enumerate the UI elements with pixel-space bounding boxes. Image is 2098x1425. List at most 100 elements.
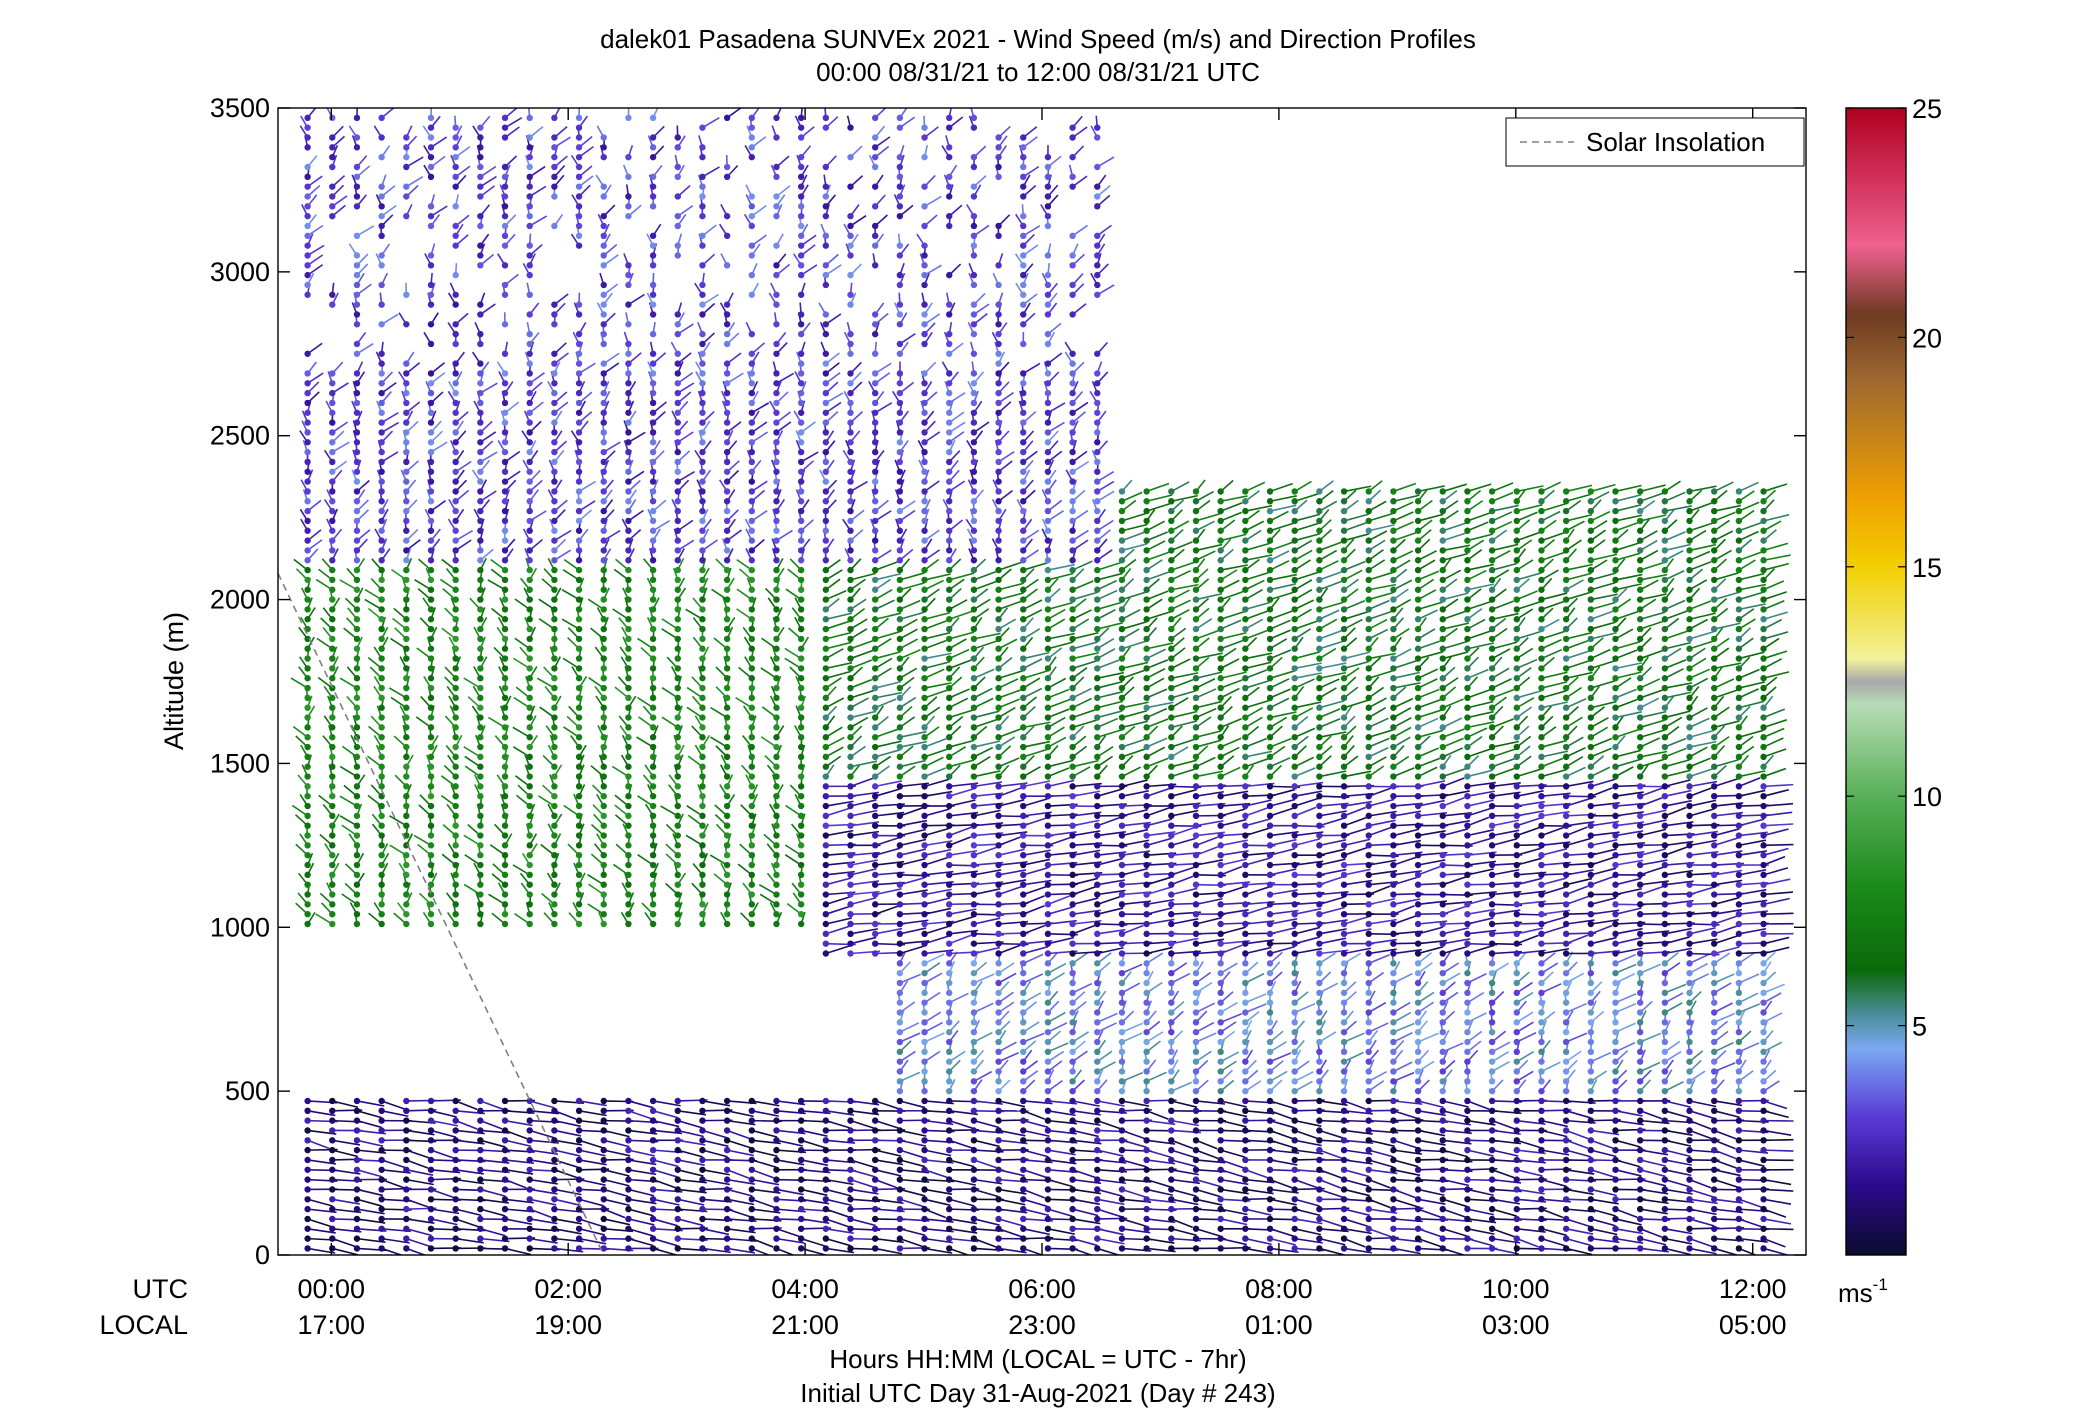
wind-barb-head xyxy=(625,1127,632,1134)
wind-barb-head xyxy=(600,1117,607,1124)
wind-barb-head xyxy=(403,1127,410,1134)
wind-barb-head xyxy=(452,222,459,230)
wind-barb-head xyxy=(871,448,879,456)
wind-barb-head xyxy=(526,144,533,151)
wind-barb-head xyxy=(871,1196,879,1203)
wind-barb-shaft xyxy=(290,677,309,689)
wind-barb-head xyxy=(822,753,830,761)
wind-barb-head xyxy=(526,802,533,810)
wind-barb-head xyxy=(329,822,336,829)
wind-barb-head xyxy=(329,566,336,574)
wind-barb-head xyxy=(822,625,830,633)
wind-barb-head xyxy=(773,350,780,357)
wind-barb-head xyxy=(649,832,657,839)
wind-barb-head xyxy=(526,271,533,279)
wind-barb-head xyxy=(403,360,410,367)
wind-barb-head xyxy=(501,793,509,800)
wind-barb-head xyxy=(822,851,830,859)
wind-barb-head xyxy=(896,1146,904,1154)
wind-barb-head xyxy=(797,635,805,643)
wind-barb-shaft xyxy=(899,740,927,748)
wind-barb-head xyxy=(427,114,435,122)
wind-barb-head xyxy=(501,881,509,888)
wind-barb-head xyxy=(427,822,435,829)
wind-barb-head xyxy=(822,311,830,318)
wind-barb-shaft xyxy=(554,1129,582,1137)
wind-barb-shaft xyxy=(924,756,944,768)
wind-barb-head xyxy=(773,1146,780,1154)
wind-barb-head xyxy=(526,212,533,220)
wind-barb-head xyxy=(304,144,311,151)
wind-barb-head xyxy=(427,596,435,603)
wind-barb-head xyxy=(699,822,706,829)
wind-barb-head xyxy=(723,822,731,829)
wind-barb-shaft xyxy=(948,916,974,925)
wind-barb-head xyxy=(674,655,681,662)
wind-barb-shaft xyxy=(504,1218,533,1225)
wind-barb-head xyxy=(773,1205,780,1213)
wind-barb-head xyxy=(477,1137,484,1144)
wind-barb-head xyxy=(674,252,681,259)
wind-barb-head xyxy=(427,380,435,387)
wind-barb-shaft xyxy=(677,470,695,483)
wind-barb-head xyxy=(304,448,311,456)
wind-barb-head xyxy=(477,832,484,839)
wind-barb-head xyxy=(649,203,657,210)
wind-barb-head xyxy=(896,734,904,741)
wind-barb-head xyxy=(526,291,533,298)
wind-barb-head xyxy=(526,370,533,377)
wind-barb-head xyxy=(649,498,657,505)
wind-barb-head xyxy=(896,704,904,711)
wind-barb-head xyxy=(649,173,657,181)
wind-barb-shaft xyxy=(899,877,925,886)
wind-barb-head xyxy=(896,458,904,466)
wind-barb-shaft xyxy=(899,819,928,827)
wind-barb-head xyxy=(773,448,780,456)
wind-barb-head xyxy=(551,812,558,820)
wind-barb-head xyxy=(748,153,755,161)
wind-barb-head xyxy=(452,743,459,751)
wind-barb-head xyxy=(427,714,435,721)
wind-barb-head xyxy=(575,694,583,702)
wind-barb-head xyxy=(477,173,484,181)
wind-barb-head xyxy=(304,1196,311,1203)
wind-barb-head xyxy=(304,370,311,377)
wind-barb-head xyxy=(723,684,731,692)
wind-barb-head xyxy=(329,448,336,456)
wind-barb-shaft xyxy=(677,1139,706,1146)
wind-barb-head xyxy=(600,576,607,584)
wind-barb-head xyxy=(699,439,706,446)
wind-barb-head xyxy=(600,881,607,888)
wind-barb-head xyxy=(551,586,558,593)
wind-barb-shaft xyxy=(603,529,621,542)
wind-barb-head xyxy=(871,183,879,190)
wind-barb-head xyxy=(822,498,830,505)
wind-barb-head xyxy=(452,537,459,544)
wind-barb-head xyxy=(649,586,657,593)
wind-barb-head xyxy=(625,1186,632,1193)
wind-barb-head xyxy=(674,330,681,338)
wind-barb-head xyxy=(723,704,731,711)
wind-barb-head xyxy=(427,1186,435,1193)
wind-barb-head xyxy=(600,822,607,829)
wind-barb-head xyxy=(797,488,805,495)
wind-barb-head xyxy=(625,537,632,544)
wind-barb-head xyxy=(501,596,509,603)
wind-barb-head xyxy=(600,802,607,810)
wind-barb-head xyxy=(674,134,681,141)
wind-barb-head xyxy=(946,1186,953,1193)
wind-barb-head xyxy=(723,773,731,780)
wind-barb-head xyxy=(625,281,632,289)
wind-barb-head xyxy=(551,684,558,692)
wind-barb-shaft xyxy=(875,888,902,896)
wind-barb-head xyxy=(773,1215,780,1223)
wind-barb-head xyxy=(822,527,830,534)
wind-barb-head xyxy=(329,704,336,711)
wind-barb-head xyxy=(723,802,731,810)
wind-barb-head xyxy=(452,665,459,672)
wind-barb-head xyxy=(921,271,928,279)
wind-barb-shaft xyxy=(949,1198,975,1207)
wind-barb-head xyxy=(649,793,657,800)
wind-barb-head xyxy=(921,262,928,269)
wind-barb-head xyxy=(304,203,311,210)
